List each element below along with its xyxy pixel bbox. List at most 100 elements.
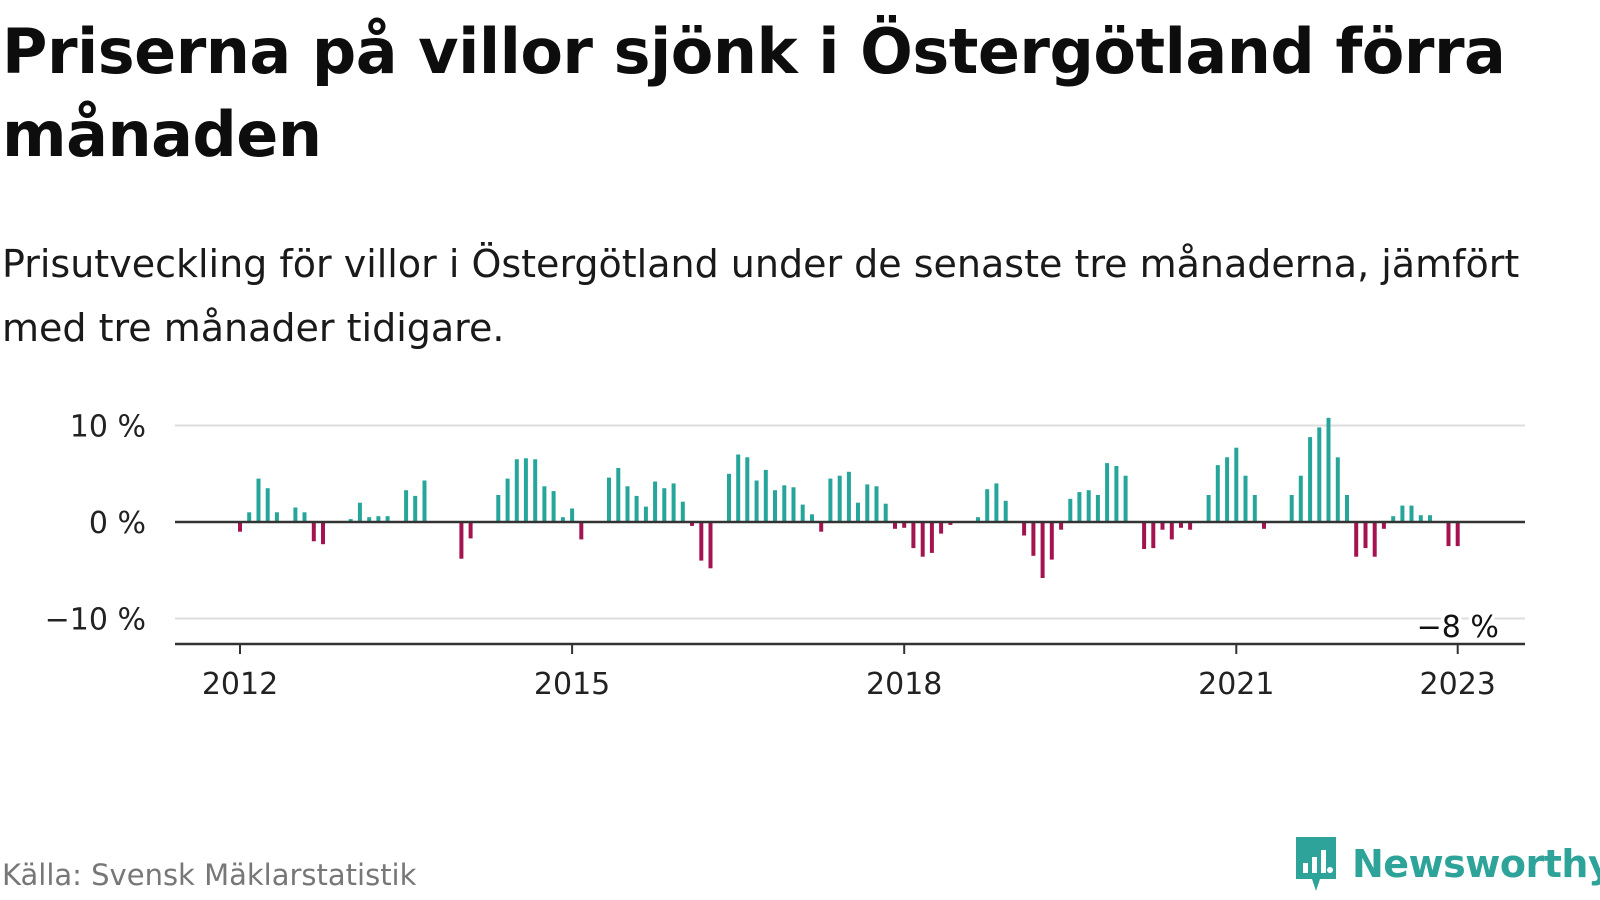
bar [643, 506, 648, 522]
bar [1446, 522, 1451, 547]
bar [883, 503, 888, 522]
bar [1243, 475, 1248, 522]
bar [1031, 522, 1036, 556]
bar [1169, 522, 1174, 540]
bar [662, 488, 667, 522]
bar [459, 522, 464, 559]
bar [1225, 457, 1230, 522]
bar [893, 522, 897, 529]
bar [653, 481, 658, 522]
bar-chart: 10 %0 %−10 %2012 2015 2018 2021 2023−8 %−8 % [45, 410, 1525, 702]
bar [1289, 495, 1294, 522]
bar [920, 522, 925, 557]
bar [1151, 522, 1156, 549]
bar [607, 477, 611, 522]
bar [385, 516, 390, 522]
bar [1234, 447, 1239, 522]
bar [321, 522, 325, 545]
bar [985, 489, 990, 522]
brand-name: Newsworthy [1352, 842, 1600, 886]
bar [542, 486, 547, 522]
bar [1123, 475, 1128, 522]
bar [256, 478, 261, 522]
bar [1206, 495, 1211, 522]
bar [911, 522, 916, 549]
bar [1308, 437, 1313, 522]
bar [1391, 516, 1396, 522]
bar [1188, 522, 1193, 530]
bar [699, 522, 704, 561]
bar [929, 522, 934, 553]
bar [1114, 466, 1119, 522]
bar [1142, 522, 1147, 549]
bar [690, 522, 694, 526]
bar [837, 475, 842, 522]
bar [1326, 417, 1331, 522]
bar [367, 517, 372, 522]
bar [680, 501, 685, 522]
bar [570, 508, 575, 522]
bar [856, 502, 860, 522]
bar [533, 459, 538, 522]
bar [754, 480, 759, 522]
bar [1077, 492, 1082, 522]
bar [274, 512, 279, 522]
bar [846, 471, 851, 522]
bar [902, 522, 907, 528]
y-tick-label: 10 % [70, 410, 146, 445]
bar [579, 522, 584, 540]
bar [1455, 522, 1460, 547]
bar [948, 522, 953, 525]
bar [810, 514, 814, 522]
bar [976, 517, 980, 522]
bar [1049, 522, 1054, 560]
bar [422, 480, 427, 522]
bar [708, 522, 713, 569]
bar [1003, 500, 1008, 522]
last-value-label: −8 % [1417, 610, 1499, 645]
x-tick-label: 2012 [202, 667, 278, 702]
bar [1105, 463, 1110, 522]
bar [819, 522, 824, 532]
bar [791, 487, 796, 522]
source-note: Källa: Svensk Mäklarstatistik [2, 858, 417, 892]
bar [1252, 495, 1257, 522]
bar [625, 486, 630, 522]
bar [496, 495, 501, 522]
annotation-halo: −8 % [1417, 610, 1499, 645]
bar [514, 459, 519, 522]
x-tick-label: 2018 [866, 667, 942, 702]
bar [1179, 522, 1183, 528]
bar [311, 522, 316, 542]
x-tick-label: 2023 [1420, 667, 1496, 702]
bar [994, 483, 999, 522]
bar [1428, 515, 1432, 522]
bar [1059, 522, 1064, 530]
bar [1298, 475, 1303, 522]
bar [265, 488, 270, 522]
brand: Newsworthy [1292, 835, 1600, 893]
bar [413, 495, 418, 522]
bar [1409, 505, 1414, 522]
bar [800, 504, 805, 522]
bar [357, 502, 362, 522]
bar [1160, 522, 1165, 530]
newsworthy-logo-icon [1296, 837, 1336, 891]
bar [293, 507, 298, 522]
bar [727, 473, 731, 523]
bar [745, 457, 750, 522]
bar [1086, 490, 1091, 522]
bar [865, 484, 870, 522]
bar [1335, 457, 1340, 522]
bar [1215, 465, 1220, 522]
y-tick-label: −10 % [45, 603, 146, 638]
bar [1095, 495, 1100, 522]
bar [523, 458, 528, 522]
bar [616, 468, 621, 522]
bar [560, 517, 565, 522]
bar [773, 490, 777, 522]
bar [782, 485, 787, 522]
bar [505, 478, 510, 522]
bar [736, 454, 741, 522]
bar [247, 512, 252, 522]
